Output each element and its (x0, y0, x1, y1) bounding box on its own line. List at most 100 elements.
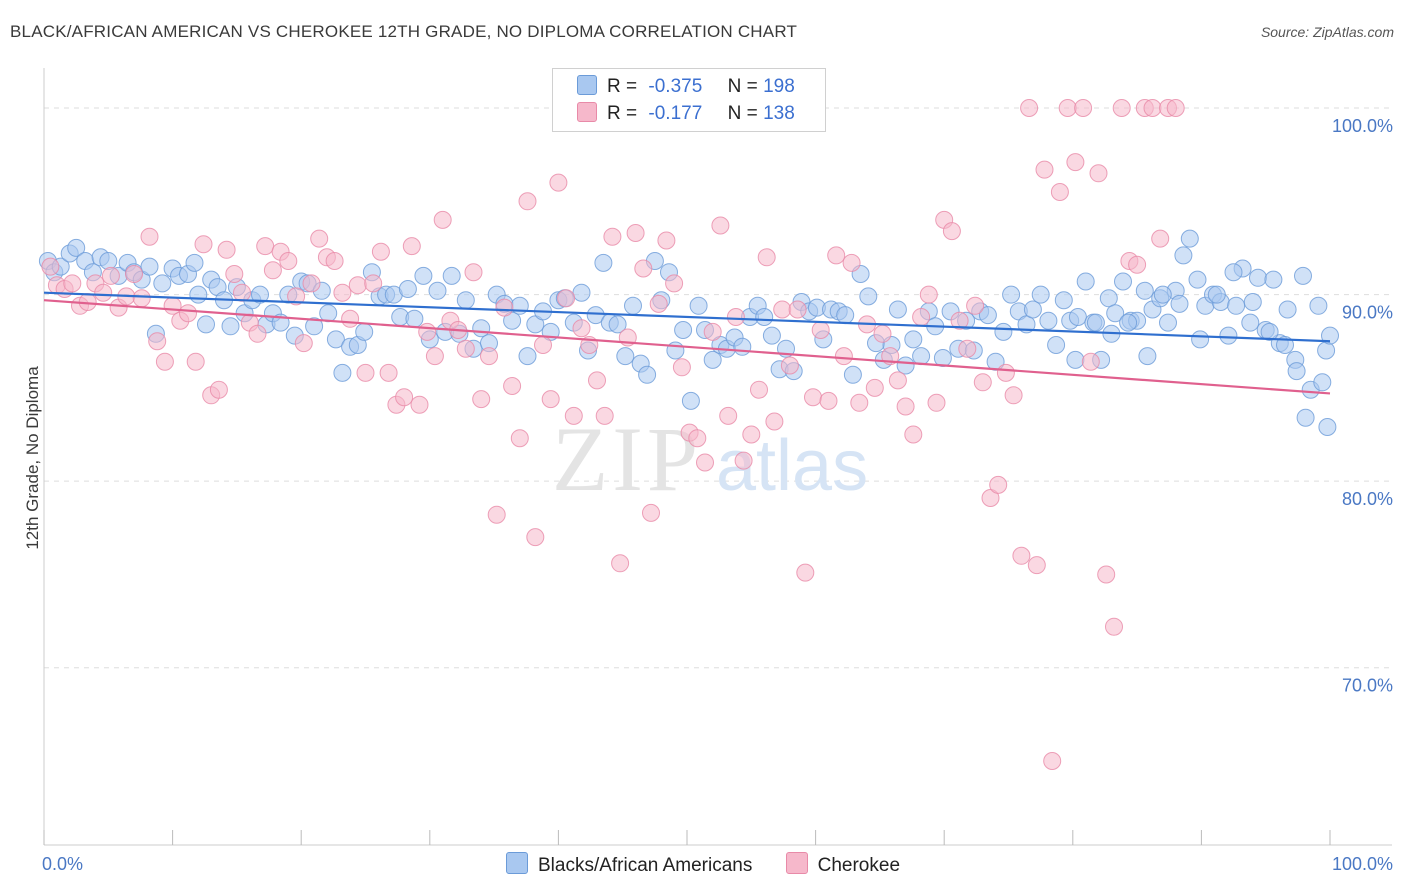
point-blacks (674, 321, 693, 339)
point-blacks (689, 296, 708, 315)
point-blacks (733, 337, 752, 356)
grid-lines (44, 107, 1392, 669)
correlation-legend: R = -0.375 N = 198 R = -0.177 N = 138 (552, 68, 826, 132)
point-blacks (405, 309, 424, 328)
point-blacks (1188, 270, 1207, 289)
point-cherokee (294, 334, 313, 353)
point-cherokee (996, 363, 1015, 382)
point-cherokee (850, 393, 869, 412)
point-blacks (1264, 270, 1283, 289)
point-cherokee (1166, 99, 1185, 117)
point-cherokee (773, 300, 792, 319)
point-blacks (1068, 308, 1087, 326)
legend-row-blacks: R = -0.375 N = 198 (577, 75, 795, 101)
point-blacks (616, 347, 635, 366)
point-blacks (594, 253, 613, 272)
point-blacks (1207, 285, 1226, 304)
point-cherokee (456, 339, 475, 358)
point-cherokee (649, 294, 668, 313)
watermark: ZIP atlas (552, 408, 868, 510)
point-cherokee (325, 252, 344, 270)
point-cherokee (1097, 565, 1116, 584)
legend-n-value-cherokee: 138 (763, 103, 795, 124)
point-blacks (859, 287, 878, 306)
point-blacks (1138, 347, 1157, 366)
point-cherokee (719, 406, 738, 425)
point-cherokee (549, 173, 568, 192)
point-cherokee (942, 222, 961, 241)
point-cherokee (1074, 99, 1093, 117)
x-tick-marks (43, 830, 1331, 845)
point-blacks (638, 365, 657, 384)
point-cherokee (155, 352, 174, 371)
trend-line-blacks (43, 291, 1331, 343)
point-blacks (1170, 294, 1189, 313)
point-cherokee (611, 554, 630, 573)
legend-swatch-blacks (577, 75, 597, 95)
series-cherokee-points (41, 99, 1185, 770)
point-cherokee (642, 503, 660, 522)
point-cherokee (1089, 164, 1108, 183)
point-cherokee (688, 429, 707, 448)
point-cherokee (966, 296, 985, 315)
point-blacks (703, 350, 722, 369)
point-blacks (1002, 285, 1021, 304)
point-cherokee (811, 321, 830, 339)
point-cherokee (865, 378, 884, 397)
point-cherokee (541, 390, 560, 409)
point-cherokee (804, 388, 822, 407)
point-blacks (755, 308, 774, 326)
point-cherokee (1112, 99, 1131, 117)
point-cherokee (726, 308, 745, 326)
point-cherokee (287, 287, 306, 306)
y-tick-labels: 100.0% 90.0% 80.0% 70.0% (1332, 116, 1393, 696)
point-blacks (586, 306, 605, 325)
point-cherokee (209, 380, 228, 399)
point-cherokee (950, 311, 969, 330)
point-blacks (1278, 300, 1297, 319)
point-blacks (1287, 362, 1306, 381)
point-cherokee (348, 276, 367, 295)
point-blacks (994, 322, 1013, 341)
point-blacks (319, 304, 338, 323)
point-cherokee (711, 216, 730, 235)
point-cherokee (750, 380, 768, 399)
point-cherokee (634, 259, 653, 278)
point-cherokee (842, 253, 861, 272)
point-cherokee (665, 274, 684, 293)
point-blacks (1054, 291, 1073, 310)
point-blacks (140, 257, 159, 276)
point-cherokee (1081, 352, 1100, 371)
point-cherokee (919, 285, 938, 304)
point-blacks (456, 291, 475, 310)
point-cherokee (819, 391, 838, 410)
legend-label-blacks: Blacks/African Americans (537, 855, 753, 876)
point-cherokee (333, 283, 352, 302)
x-tick-labels: 0.0% 100.0% (42, 854, 1393, 874)
point-cherokee (780, 356, 799, 375)
point-cherokee (480, 347, 498, 366)
legend-swatch-cherokee (785, 852, 808, 874)
point-blacks (1119, 313, 1138, 332)
point-blacks (398, 280, 417, 298)
point-cherokee (140, 227, 159, 246)
point-blacks (1099, 289, 1118, 308)
point-cherokee (657, 231, 676, 250)
point-blacks (414, 266, 433, 285)
point-cherokee (703, 322, 722, 341)
point-blacks (1086, 313, 1105, 332)
point-blacks (1249, 268, 1267, 287)
point-blacks (1159, 313, 1177, 332)
point-blacks (888, 300, 907, 319)
point-cherokee (603, 227, 622, 246)
legend-swatch-blacks (505, 852, 528, 874)
point-blacks (1047, 336, 1066, 354)
legend-r-label: R = (607, 76, 638, 97)
point-blacks (681, 391, 700, 410)
x-tick-label: 100.0% (1332, 854, 1393, 874)
legend-r-value-blacks: -0.375 (648, 76, 703, 97)
point-blacks (1031, 285, 1050, 304)
point-cherokee (1105, 617, 1123, 636)
point-cherokee (595, 406, 614, 425)
